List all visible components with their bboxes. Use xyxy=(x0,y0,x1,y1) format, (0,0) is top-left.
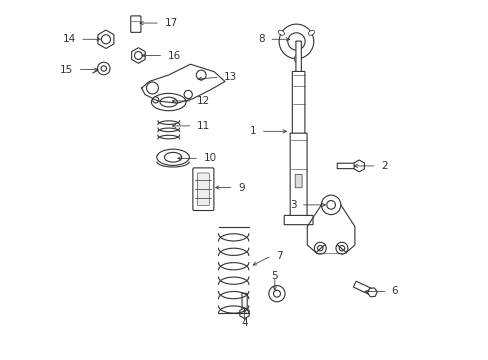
Ellipse shape xyxy=(164,152,182,162)
Text: 11: 11 xyxy=(197,121,210,131)
FancyBboxPatch shape xyxy=(197,173,209,206)
Text: 4: 4 xyxy=(241,318,247,328)
Text: 12: 12 xyxy=(197,96,210,106)
FancyBboxPatch shape xyxy=(242,293,247,311)
FancyBboxPatch shape xyxy=(284,215,312,225)
Circle shape xyxy=(183,90,192,99)
Circle shape xyxy=(152,97,159,103)
Circle shape xyxy=(97,62,110,75)
Circle shape xyxy=(326,201,335,209)
Text: 14: 14 xyxy=(62,34,76,44)
FancyBboxPatch shape xyxy=(292,71,305,134)
Circle shape xyxy=(101,35,110,44)
Text: 8: 8 xyxy=(258,34,264,44)
Polygon shape xyxy=(239,308,249,319)
Circle shape xyxy=(101,66,106,71)
Ellipse shape xyxy=(308,30,314,35)
Ellipse shape xyxy=(160,97,177,107)
FancyBboxPatch shape xyxy=(130,16,141,32)
Text: 5: 5 xyxy=(271,271,278,282)
Circle shape xyxy=(273,290,280,297)
Circle shape xyxy=(317,246,322,251)
Text: 16: 16 xyxy=(167,50,181,60)
Polygon shape xyxy=(98,30,114,49)
Polygon shape xyxy=(367,288,376,297)
Ellipse shape xyxy=(151,93,185,111)
Text: 3: 3 xyxy=(289,200,296,210)
FancyBboxPatch shape xyxy=(295,174,302,188)
FancyBboxPatch shape xyxy=(289,133,306,220)
FancyBboxPatch shape xyxy=(295,41,301,72)
Polygon shape xyxy=(353,281,373,295)
Text: 13: 13 xyxy=(224,72,237,82)
Text: 15: 15 xyxy=(60,64,73,75)
Circle shape xyxy=(314,242,325,254)
Text: 2: 2 xyxy=(380,161,386,171)
FancyBboxPatch shape xyxy=(192,168,213,211)
Circle shape xyxy=(268,285,285,302)
Circle shape xyxy=(287,33,305,50)
Text: 17: 17 xyxy=(164,18,177,28)
Text: 10: 10 xyxy=(203,153,216,163)
Circle shape xyxy=(196,70,205,80)
Ellipse shape xyxy=(278,30,284,35)
Polygon shape xyxy=(131,48,145,63)
Text: 7: 7 xyxy=(275,251,282,261)
Ellipse shape xyxy=(294,55,298,62)
FancyBboxPatch shape xyxy=(337,163,359,168)
Polygon shape xyxy=(353,160,364,172)
Circle shape xyxy=(321,195,340,215)
Ellipse shape xyxy=(157,149,189,165)
Text: 6: 6 xyxy=(391,287,398,297)
Circle shape xyxy=(279,24,313,59)
Text: 1: 1 xyxy=(249,126,256,136)
Circle shape xyxy=(146,82,158,94)
Circle shape xyxy=(335,242,347,254)
Text: 9: 9 xyxy=(238,183,244,193)
Circle shape xyxy=(339,246,344,251)
Circle shape xyxy=(134,51,142,59)
